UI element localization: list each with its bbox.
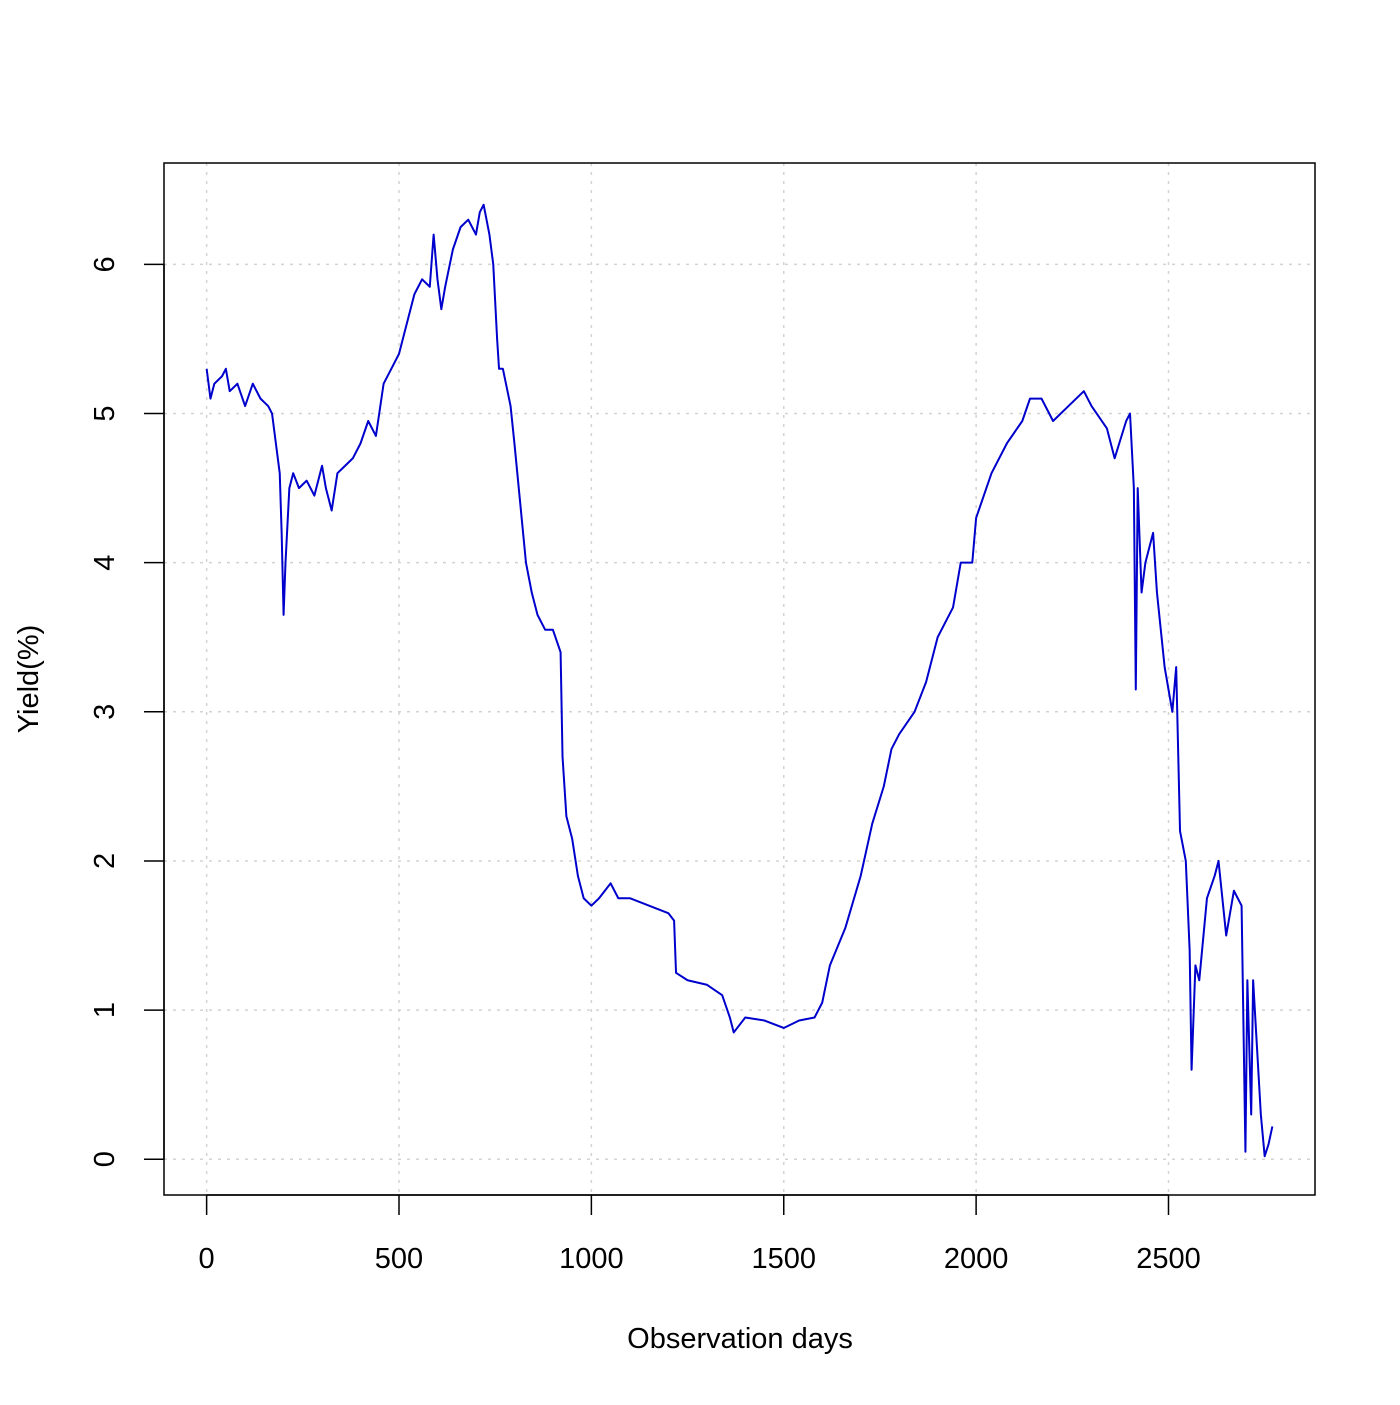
y-axis-label: Yield(%) — [13, 625, 45, 734]
x-tick-label: 500 — [375, 1243, 423, 1275]
y-tick-label: 1 — [89, 1002, 121, 1018]
y-tick-label: 4 — [89, 555, 121, 571]
y-tick-label: 0 — [89, 1151, 121, 1167]
x-axis-label: Observation days — [627, 1323, 853, 1355]
data-line — [205, 203, 1274, 1158]
y-tick-label: 3 — [89, 704, 121, 720]
x-tick-label: 0 — [199, 1243, 215, 1275]
y-tick-label: 5 — [89, 405, 121, 421]
x-tick-label: 1500 — [751, 1243, 816, 1275]
x-tick-label: 1000 — [559, 1243, 624, 1275]
y-tick-label: 2 — [89, 853, 121, 869]
plot-frame — [163, 162, 1316, 1196]
y-tick-label: 6 — [89, 256, 121, 272]
x-tick-label: 2500 — [1136, 1243, 1201, 1275]
x-tick-label: 2000 — [944, 1243, 1009, 1275]
